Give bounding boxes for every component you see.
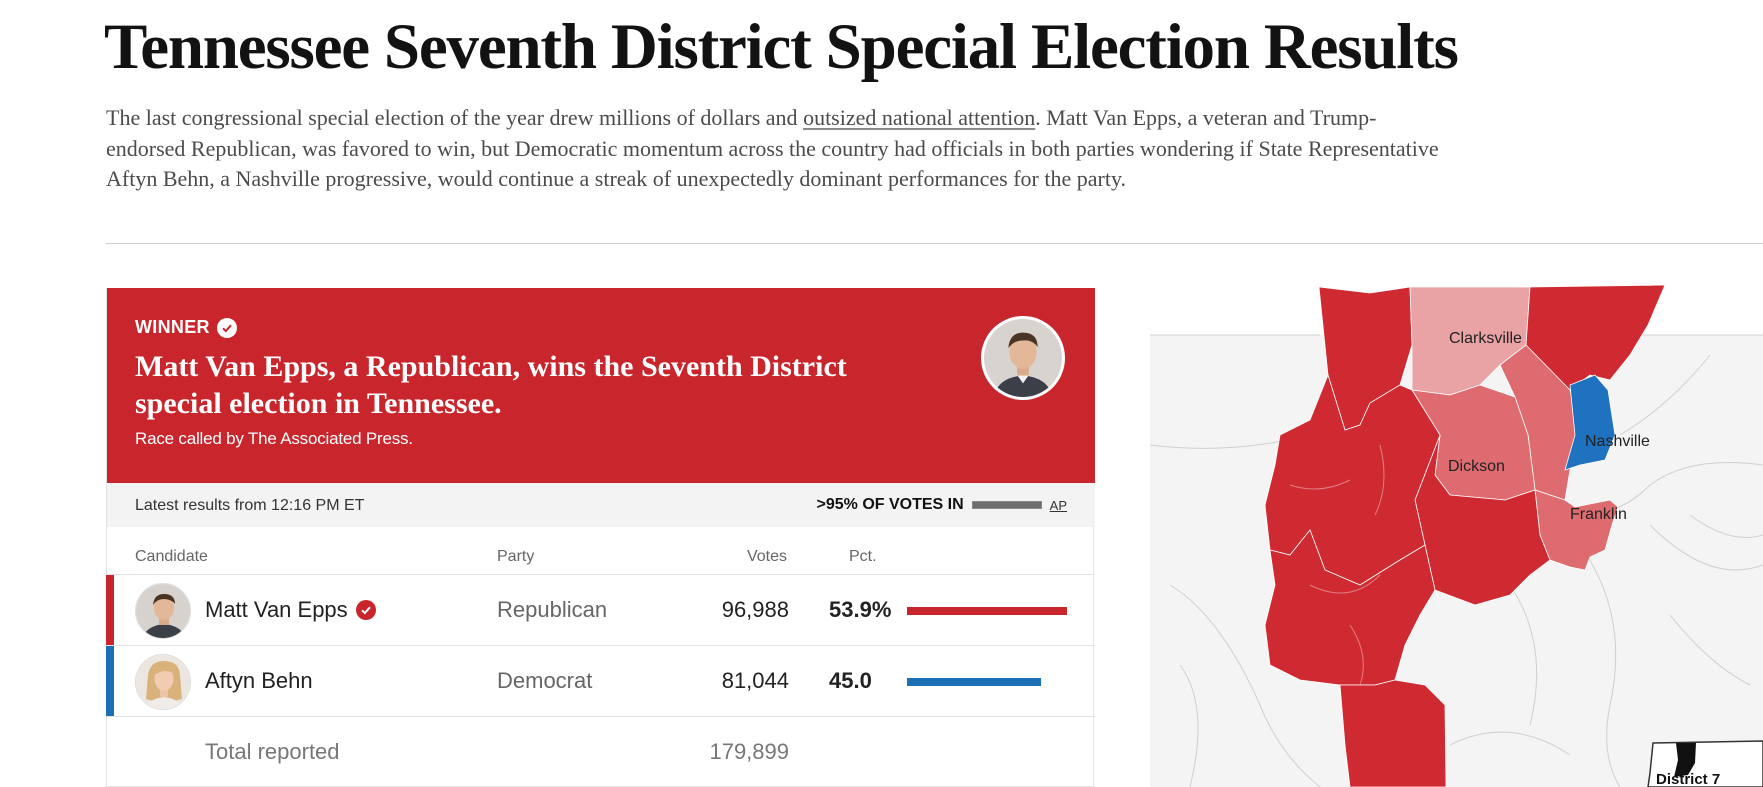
- national-attention-link[interactable]: outsized national attention: [803, 105, 1036, 130]
- dek-text-after: . Matt Van Epps, a veteran and Trump-end…: [106, 105, 1439, 191]
- column-header-pct: Pct.: [849, 548, 877, 565]
- district-map-svg: Clarksville Nashville Dickson Franklin D…: [1149, 284, 1763, 787]
- candidate-name: Aftyn Behn: [205, 668, 313, 694]
- winner-portrait-icon: [984, 319, 1062, 397]
- candidate-pct: 53.9%: [829, 597, 892, 622]
- candidate-votes: 96,988: [721, 597, 789, 622]
- latest-results-time: Latest results from 12:16 PM ET: [135, 497, 365, 514]
- column-header-party: Party: [497, 548, 535, 565]
- party-color-strip: [106, 646, 114, 716]
- dek-text-before: The last congressional special election …: [106, 105, 804, 130]
- inset-district-shape: [1674, 743, 1696, 777]
- column-header-votes: Votes: [746, 548, 787, 565]
- total-row: Total reported 179,899: [107, 716, 1095, 787]
- total-reported-votes: 179,899: [709, 739, 789, 764]
- page-title: Tennessee Seventh District Special Elect…: [104, 11, 1459, 83]
- table-row: Aftyn Behn Democrat 81,044 45.0: [106, 645, 1095, 716]
- winner-check-icon: [355, 600, 376, 620]
- candidate-avatar: [135, 583, 191, 639]
- vote-share-bar-fill: [907, 678, 1041, 686]
- votes-in-indicator: >95% OF VOTES IN AP: [817, 496, 1068, 514]
- vote-share-bar: [907, 678, 1067, 686]
- party-color-strip: [106, 575, 114, 645]
- race-called-note: Race called by The Associated Press.: [135, 429, 413, 448]
- winner-check-icon: [216, 317, 237, 338]
- winner-photo: [981, 316, 1065, 400]
- map-label-nashville: Nashville: [1585, 433, 1650, 450]
- ap-source-link[interactable]: AP: [1049, 497, 1067, 513]
- results-card: WINNER Matt Van Epps, a Republican, wins…: [106, 288, 1095, 787]
- article-dek: The last congressional special election …: [106, 103, 1446, 195]
- winner-headline: Matt Van Epps, a Republican, wins the Se…: [135, 350, 847, 420]
- total-reported-label: Total reported: [205, 739, 340, 764]
- section-divider: [106, 243, 1763, 244]
- vote-share-bar-fill: [907, 607, 1067, 615]
- candidate-avatar: [135, 654, 191, 710]
- results-status-bar: Latest results from 12:16 PM ET >95% OF …: [107, 483, 1095, 527]
- inset-district-label: District 7: [1656, 771, 1720, 787]
- county-nashville: [1564, 374, 1616, 471]
- map-subdivision-lines: [1289, 444, 1385, 686]
- candidate-party: Democrat: [497, 668, 593, 693]
- winner-label: WINNER: [135, 317, 237, 338]
- candidate-pct: 45.0: [829, 668, 872, 693]
- tennessee-inset-map: District 7: [1647, 740, 1763, 787]
- map-label-franklin: Franklin: [1570, 506, 1627, 523]
- county-south-west: [1264, 529, 1436, 686]
- column-header-candidate: Candidate: [135, 548, 208, 565]
- candidate-party: Republican: [497, 597, 608, 622]
- vote-share-bar: [907, 607, 1067, 615]
- votes-in-label: >95% OF VOTES IN: [816, 496, 964, 513]
- candidate-name-text: Matt Van Epps: [205, 597, 348, 622]
- map-label-clarksville: Clarksville: [1449, 330, 1522, 347]
- map-label-dickson: Dickson: [1448, 458, 1505, 475]
- map-roads: [1149, 354, 1763, 787]
- county-south: [1339, 679, 1447, 787]
- candidate-votes: 81,044: [721, 668, 789, 693]
- table-row: Matt Van Epps Republican 96,988 53.9%: [106, 574, 1095, 645]
- winner-banner: WINNER Matt Van Epps, a Republican, wins…: [107, 288, 1095, 483]
- winner-label-text: WINNER: [135, 317, 210, 337]
- candidate-name-text: Aftyn Behn: [205, 668, 313, 693]
- candidate-name: Matt Van Epps: [205, 597, 376, 623]
- district-results-map: Clarksville Nashville Dickson Franklin D…: [1149, 284, 1763, 787]
- votes-in-bar: [971, 501, 1042, 509]
